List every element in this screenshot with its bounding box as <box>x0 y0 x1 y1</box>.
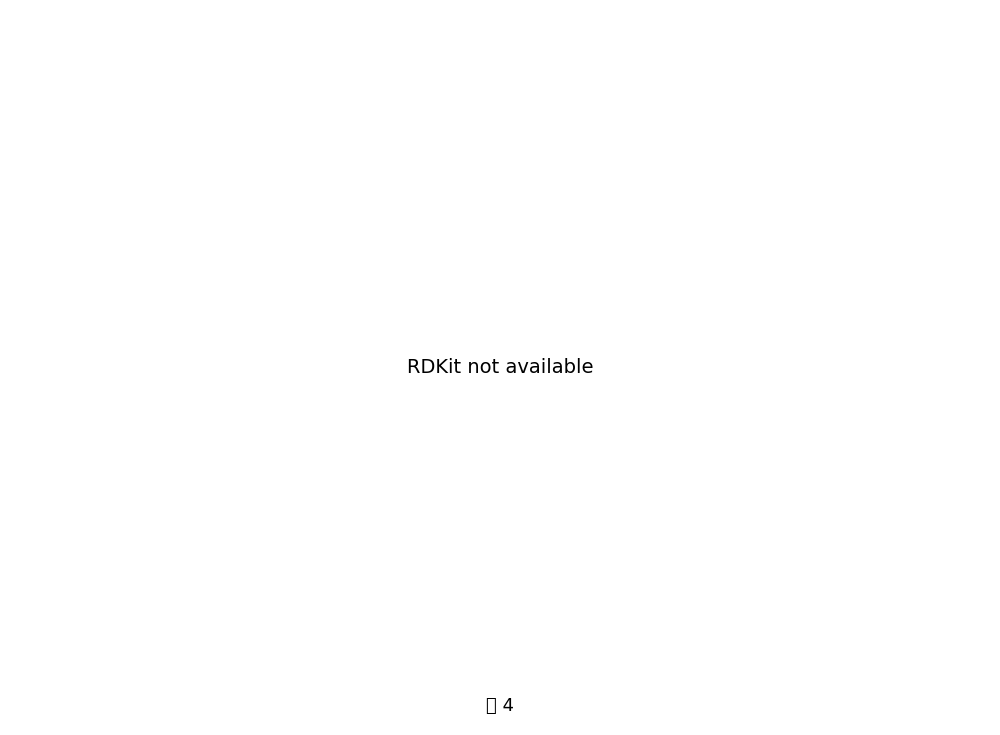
Text: 式 4: 式 4 <box>486 697 514 714</box>
Text: RDKit not available: RDKit not available <box>407 358 593 377</box>
